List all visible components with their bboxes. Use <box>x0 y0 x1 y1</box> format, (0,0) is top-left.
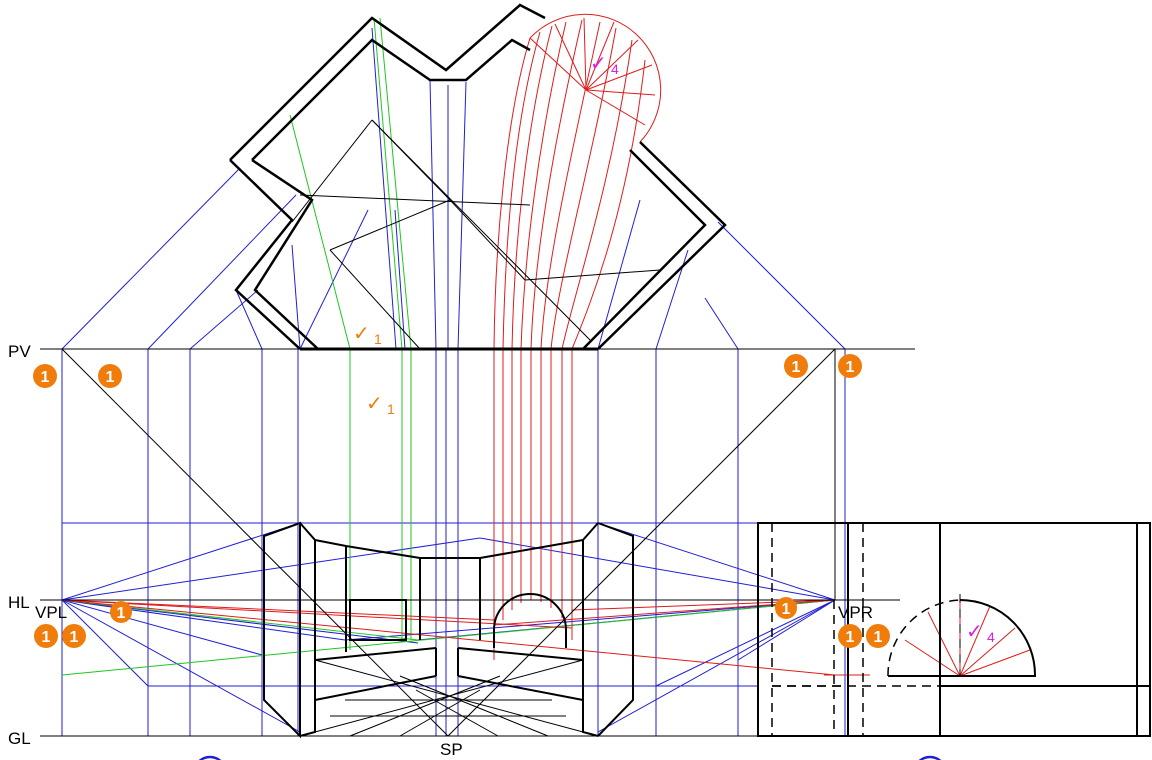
svg-text:1: 1 <box>374 331 382 347</box>
blue-circle-marker <box>198 755 222 760</box>
svg-text:1: 1 <box>117 605 126 622</box>
step-badge: 1 <box>110 601 132 623</box>
step-badge: 1 <box>34 624 58 648</box>
step-badge: 1 <box>866 624 890 648</box>
check-note-step-one: ✓ 1 <box>366 393 395 417</box>
floor-grid <box>299 659 599 737</box>
vpl-label: VPL <box>35 603 67 622</box>
pv-label: PV <box>8 342 31 361</box>
blue-circle-marker <box>918 755 942 760</box>
svg-text:1: 1 <box>41 369 50 386</box>
vpr-label: VPR <box>838 603 873 622</box>
step-badge: 1 <box>98 364 122 388</box>
hl-label: HL <box>8 593 30 612</box>
svg-text:1: 1 <box>846 629 855 646</box>
svg-text:1: 1 <box>42 629 51 646</box>
side-elevation <box>757 522 1151 737</box>
svg-text:1: 1 <box>782 601 791 618</box>
check-note-step-four: ✓ 4 <box>590 53 619 77</box>
svg-text:1: 1 <box>874 629 883 646</box>
check-icon: ✓ <box>353 323 370 345</box>
perspective-interior <box>263 521 634 739</box>
sp-label: SP <box>440 740 463 759</box>
svg-text:4: 4 <box>611 61 619 77</box>
step-badge: 1 <box>838 354 862 378</box>
step-badge: 1 <box>775 597 797 619</box>
svg-text:1: 1 <box>792 359 801 376</box>
step-badge: 1 <box>33 364 57 388</box>
step-badge: 1 <box>62 624 86 648</box>
plan-view-grid <box>291 119 661 350</box>
check-icon: ✓ <box>590 53 607 75</box>
check-note-step-four: ✓ 4 <box>966 621 995 645</box>
svg-text:1: 1 <box>846 359 855 376</box>
check-icon: ✓ <box>366 393 383 415</box>
check-note-step-one: ✓ 1 <box>353 323 382 347</box>
reference-lines <box>40 348 915 737</box>
plan-view-structure <box>229 3 727 351</box>
red-construction-lines <box>61 13 1031 677</box>
side-elevation-hidden <box>771 523 961 736</box>
svg-text:1: 1 <box>387 401 395 417</box>
svg-text:1: 1 <box>106 369 115 386</box>
blue-construction-lines <box>61 27 846 737</box>
gl-label: GL <box>8 729 31 748</box>
step-badge: 1 <box>784 354 808 378</box>
svg-text:1: 1 <box>70 629 79 646</box>
check-icon: ✓ <box>966 621 983 643</box>
svg-text:4: 4 <box>987 629 995 645</box>
step-badge: 1 <box>838 624 862 648</box>
